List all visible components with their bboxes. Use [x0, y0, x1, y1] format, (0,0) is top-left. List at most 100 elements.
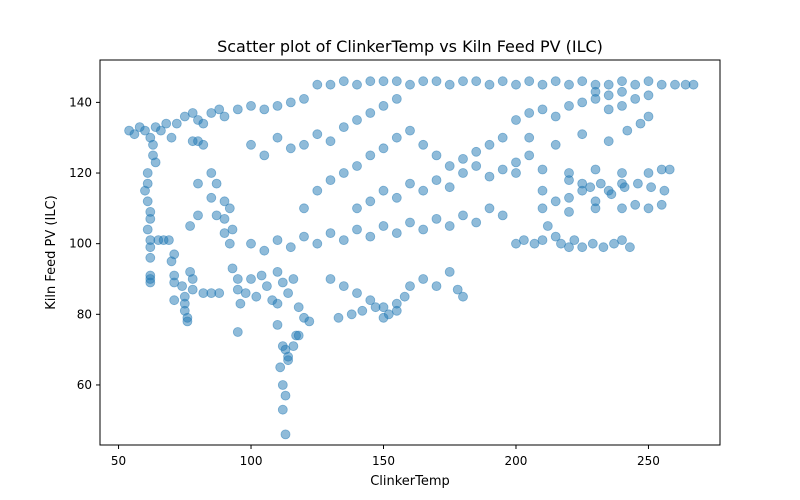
data-point — [418, 224, 429, 235]
data-point — [537, 164, 548, 175]
data-point — [511, 157, 521, 168]
data-point — [206, 168, 217, 178]
data-point — [325, 79, 336, 90]
data-point — [299, 94, 309, 104]
data-point — [312, 79, 323, 90]
data-point — [643, 203, 654, 214]
data-point — [246, 238, 256, 249]
data-point — [187, 108, 198, 118]
data-point — [471, 76, 482, 87]
data-point — [431, 76, 442, 87]
x-axis-label: ClinkerTemp — [370, 474, 450, 489]
data-point — [246, 101, 256, 111]
data-point — [405, 79, 415, 90]
data-point — [283, 355, 294, 366]
data-point — [365, 295, 376, 306]
data-point — [352, 224, 362, 235]
data-point — [145, 213, 156, 224]
data-point — [625, 242, 635, 253]
data-point — [418, 139, 429, 150]
data-point — [444, 221, 455, 231]
data-point — [458, 168, 468, 178]
data-point — [659, 185, 670, 196]
data-point — [198, 139, 209, 150]
data-point — [537, 104, 548, 115]
data-point — [511, 79, 521, 90]
data-points — [124, 76, 699, 440]
data-point — [577, 129, 588, 140]
data-point — [564, 101, 574, 111]
data-point — [471, 146, 482, 157]
data-point — [232, 274, 243, 284]
data-point — [193, 178, 203, 189]
data-point — [458, 76, 468, 87]
data-point — [603, 90, 614, 101]
data-point — [537, 79, 548, 90]
data-point — [537, 203, 548, 214]
data-point — [617, 86, 627, 97]
data-point — [272, 298, 283, 309]
data-point — [219, 213, 230, 224]
data-point — [246, 139, 256, 150]
data-point — [148, 139, 158, 150]
data-point — [325, 228, 336, 239]
data-point — [224, 238, 235, 249]
data-point — [550, 139, 561, 150]
plot-area — [99, 59, 721, 446]
data-point — [211, 178, 222, 189]
data-point — [556, 238, 566, 249]
data-point — [590, 164, 601, 175]
data-point — [643, 76, 654, 87]
data-point — [352, 161, 362, 171]
data-point — [622, 125, 633, 136]
data-point — [232, 327, 243, 337]
data-point — [542, 221, 553, 231]
data-point — [285, 97, 296, 108]
data-point — [365, 231, 376, 242]
data-point — [338, 76, 349, 87]
data-point — [405, 125, 415, 136]
data-point — [235, 298, 246, 309]
data-point — [603, 136, 614, 147]
data-point — [277, 277, 288, 288]
data-point — [259, 104, 270, 115]
data-point — [405, 217, 415, 228]
data-point — [325, 274, 336, 284]
data-point — [288, 274, 299, 284]
data-point — [484, 203, 495, 214]
data-point — [365, 76, 376, 87]
data-point — [198, 118, 209, 129]
data-point — [370, 302, 381, 313]
data-point — [550, 111, 561, 122]
data-point — [277, 380, 288, 390]
data-point — [304, 316, 315, 327]
data-point — [646, 182, 656, 193]
data-point — [169, 295, 180, 306]
data-point — [299, 139, 309, 150]
data-point — [656, 79, 667, 90]
data-point — [275, 362, 286, 373]
data-point — [399, 291, 410, 302]
data-point — [283, 288, 294, 299]
data-point — [145, 252, 156, 263]
data-point — [338, 235, 349, 246]
data-point — [391, 76, 402, 87]
data-point — [617, 168, 627, 178]
data-point — [670, 79, 680, 90]
data-point — [630, 79, 641, 90]
data-point — [166, 256, 177, 267]
data-point — [630, 94, 641, 104]
data-point — [431, 281, 442, 292]
data-point — [325, 175, 336, 186]
data-point — [529, 238, 540, 249]
data-point — [471, 217, 482, 228]
data-point — [185, 221, 196, 231]
data-point — [325, 136, 336, 147]
data-point — [352, 288, 362, 299]
data-point — [587, 238, 598, 249]
data-point — [617, 101, 627, 111]
x-tick-label: 100 — [240, 454, 263, 468]
data-point — [129, 129, 140, 140]
data-point — [155, 125, 166, 136]
